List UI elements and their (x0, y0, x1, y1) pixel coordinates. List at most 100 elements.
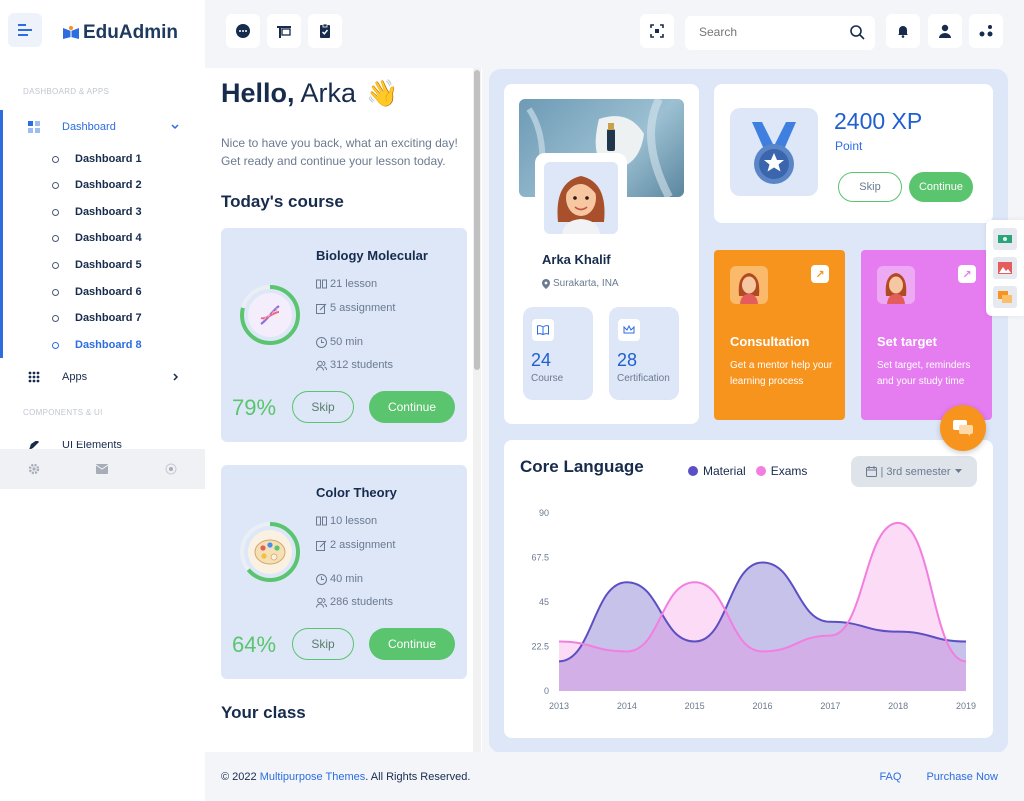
notes-button[interactable] (267, 14, 301, 48)
target-avatar (877, 266, 915, 304)
sidebar-subitem-dashboard-3[interactable]: Dashboard 3 (52, 206, 142, 218)
greeting-intro: Nice to have you back, what an exciting … (221, 136, 458, 168)
purchase-link[interactable]: Purchase Now (926, 771, 998, 783)
xp-continue-button[interactable]: Continue (909, 172, 973, 202)
xp-card: 2400 XP Point Skip Continue (714, 84, 993, 223)
copyright-suffix: . All Rights Reserved. (365, 771, 471, 783)
consultation-card[interactable]: ↗ Consultation Get a mentor help your le… (714, 250, 845, 420)
sidebar-subitem-dashboard-8[interactable]: Dashboard 8 (52, 339, 142, 351)
series-area-material (559, 562, 966, 691)
tasks-button[interactable] (308, 14, 342, 48)
skip-button[interactable]: Skip (292, 628, 354, 660)
legend-item-exams[interactable]: Exams (755, 464, 808, 478)
course-lessons: 10 lesson (316, 515, 377, 527)
skip-button[interactable]: Skip (292, 391, 354, 423)
semester-dropdown[interactable]: | 3rd semester (851, 456, 977, 487)
apps-grid-icon (28, 371, 40, 383)
course-card[interactable]: Color Theory 10 lesson 2 assignment 40 m… (221, 465, 467, 679)
edit-icon (316, 540, 327, 551)
menu-toggle-button[interactable] (8, 13, 42, 47)
continue-button[interactable]: Continue (369, 628, 455, 660)
brand: EduAdmin (0, 0, 205, 68)
core-language-chart-card: Core Language Material Exams | 3rd semes… (504, 440, 993, 738)
scrollbar-thumb[interactable] (474, 70, 480, 370)
course-card[interactable]: Biology Molecular 21 lesson 5 assignment… (221, 228, 467, 442)
sidebar-subitem-dashboard-5[interactable]: Dashboard 5 (52, 259, 142, 271)
subitem-label: Dashboard 3 (75, 206, 142, 218)
course-assignments: 5 assignment (316, 302, 395, 314)
course-title: Biology Molecular (316, 248, 428, 263)
wave-icon: 👋 (366, 78, 399, 108)
y-tick-label: 90 (539, 508, 549, 518)
search-input[interactable] (699, 25, 839, 39)
xp-value: 2400 XP (834, 108, 923, 134)
students-text: 312 students (330, 359, 393, 371)
consultation-desc: Get a mentor help your learning process (730, 360, 833, 387)
arrow-up-right-icon[interactable]: ↗ (958, 265, 976, 283)
sidebar-subitem-dashboard-4[interactable]: Dashboard 4 (52, 232, 142, 244)
menu-icon (18, 24, 32, 36)
location-text: Surakarta, INA (553, 278, 619, 289)
sidebar-item-label: UI Elements (62, 441, 122, 449)
set-target-card[interactable]: ↗ Set target Set target, reminders and y… (861, 250, 992, 420)
dna-icon (260, 305, 280, 325)
faq-link[interactable]: FAQ (879, 771, 902, 783)
students-text: 286 students (330, 596, 393, 608)
stat-course[interactable]: 24 Course (523, 307, 593, 400)
sidebar-subitem-dashboard-1[interactable]: Dashboard 1 (52, 153, 142, 165)
medal-icon (730, 108, 818, 196)
sidebar-item-ui-elements[interactable]: UI Elements (28, 441, 188, 449)
assignments-text: 2 assignment (330, 539, 396, 551)
greeting-hello: Hello, (221, 78, 295, 108)
logo-icon (63, 26, 79, 39)
sidebar-subitem-dashboard-2[interactable]: Dashboard 2 (52, 179, 142, 191)
money-icon[interactable] (993, 228, 1017, 250)
fullscreen-button[interactable] (640, 14, 674, 48)
legend-item-material[interactable]: Material (688, 464, 746, 478)
course-percent: 79% (232, 395, 277, 420)
crown-icon (618, 319, 640, 341)
fullscreen-icon (650, 24, 664, 38)
users-icon (316, 597, 327, 608)
x-tick-label: 2019 (956, 701, 976, 711)
logo[interactable]: EduAdmin (63, 22, 178, 44)
chevron-down-icon (171, 124, 179, 130)
chat-fab-button[interactable] (940, 405, 986, 451)
subitem-label: Dashboard 7 (75, 312, 142, 324)
chat-bubble-icon (953, 420, 973, 436)
avatar[interactable] (544, 162, 618, 234)
legend-label: Exams (770, 464, 808, 478)
notifications-button[interactable] (886, 14, 920, 48)
sidebar-subitem-dashboard-6[interactable]: Dashboard 6 (52, 286, 142, 298)
chat-button[interactable] (226, 14, 260, 48)
arrow-up-right-icon[interactable]: ↗ (811, 265, 829, 283)
layers-icon[interactable] (993, 286, 1017, 308)
mail-icon[interactable] (96, 464, 109, 474)
sidebar-subitem-dashboard-7[interactable]: Dashboard 7 (52, 312, 142, 324)
scrollbar[interactable] (473, 68, 481, 752)
continue-button[interactable]: Continue (369, 391, 455, 423)
users-icon (316, 360, 327, 371)
edit-icon (316, 303, 327, 314)
brand-name: EduAdmin (83, 22, 178, 43)
stat-certification[interactable]: 28 Certification (609, 307, 679, 400)
target-desc: Set target, reminders and your study tim… (877, 360, 971, 387)
power-icon[interactable] (165, 463, 177, 475)
settings-button[interactable] (969, 14, 1003, 48)
footer: © 2022 Multipurpose Themes. All Rights R… (205, 752, 1024, 801)
active-indicator (0, 110, 3, 358)
sidebar-item-apps[interactable]: Apps (28, 371, 188, 383)
course-count: 24 (531, 350, 552, 370)
palette-icon (254, 539, 286, 565)
user-button[interactable] (928, 14, 962, 48)
avatar-frame (535, 153, 627, 241)
sidebar-item-dashboard[interactable]: Dashboard (28, 121, 188, 133)
image-icon[interactable] (993, 257, 1017, 279)
company-link[interactable]: Multipurpose Themes (259, 771, 366, 783)
sidebar-footer (0, 449, 205, 489)
xp-skip-button[interactable]: Skip (838, 172, 902, 202)
course-duration: 50 min (316, 336, 363, 348)
search-icon[interactable] (849, 24, 865, 40)
gear-icon[interactable] (28, 463, 40, 475)
legend-swatch (755, 466, 766, 476)
